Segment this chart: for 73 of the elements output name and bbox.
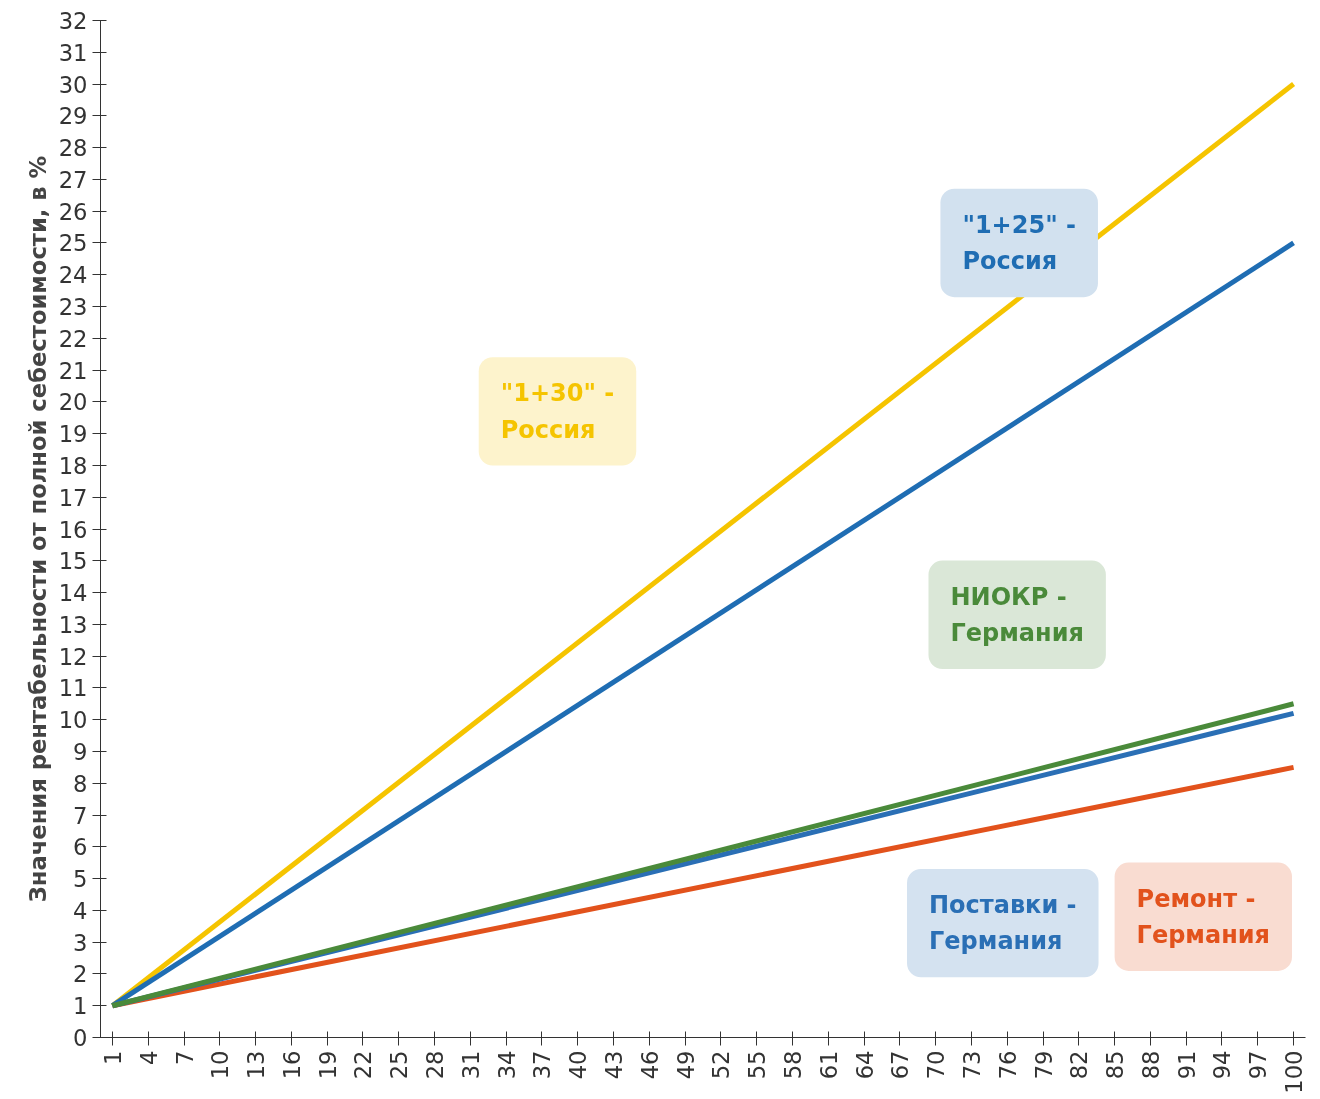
x-tick-label: 52 bbox=[708, 1050, 735, 1080]
y-tick-label: 8 bbox=[73, 770, 88, 797]
y-tick-label: 4 bbox=[73, 897, 88, 924]
x-tick-label: 55 bbox=[744, 1050, 771, 1080]
y-tick-label: 5 bbox=[73, 866, 88, 893]
x-tick-label: 76 bbox=[994, 1050, 1021, 1080]
x-tick-label: 4 bbox=[135, 1050, 162, 1065]
x-tick-label: 7 bbox=[171, 1050, 198, 1065]
x-tick-label: 34 bbox=[493, 1050, 520, 1080]
x-tick-label: 31 bbox=[457, 1050, 484, 1080]
x-tick-label: 64 bbox=[851, 1050, 878, 1080]
y-tick-label: 6 bbox=[73, 834, 88, 861]
y-tick-label: 24 bbox=[58, 262, 88, 289]
x-tick-label: 88 bbox=[1137, 1050, 1164, 1080]
y-tick-label: 0 bbox=[73, 1025, 88, 1051]
x-tick-label: 70 bbox=[923, 1050, 950, 1080]
x-tick-label: 49 bbox=[672, 1050, 699, 1080]
x-tick-label: 13 bbox=[243, 1050, 270, 1080]
x-tick-label: 22 bbox=[350, 1050, 377, 1080]
x-tick-label: 85 bbox=[1102, 1050, 1129, 1080]
y-tick-label: 19 bbox=[58, 421, 88, 448]
y-tick-label: 18 bbox=[58, 452, 88, 479]
text: НИОКР - Германия bbox=[950, 582, 1084, 648]
x-tick-label: 97 bbox=[1245, 1050, 1272, 1080]
y-tick-label: 21 bbox=[58, 357, 88, 384]
text: Ремонт - Германия bbox=[1136, 884, 1270, 949]
y-tick-label: 26 bbox=[58, 198, 88, 225]
x-tick-label: 37 bbox=[529, 1050, 556, 1080]
x-tick-label: 58 bbox=[779, 1050, 806, 1080]
x-tick-label: 100 bbox=[1281, 1050, 1308, 1094]
y-tick-label: 20 bbox=[58, 389, 88, 416]
x-tick-label: 1 bbox=[99, 1050, 126, 1065]
y-tick-label: 32 bbox=[58, 8, 88, 34]
x-tick-label: 73 bbox=[958, 1050, 985, 1080]
y-tick-label: 25 bbox=[58, 230, 88, 257]
y-tick-label: 13 bbox=[58, 611, 88, 638]
x-tick-label: 10 bbox=[207, 1050, 234, 1080]
x-tick-label: 67 bbox=[887, 1050, 914, 1080]
y-tick-label: 22 bbox=[58, 325, 88, 352]
y-axis-title: Значения рентабельности от полной себестоимости, в % bbox=[24, 155, 51, 903]
x-tick-label: 28 bbox=[422, 1050, 449, 1080]
y-tick-label: 30 bbox=[58, 71, 88, 98]
x-tick-label: 82 bbox=[1066, 1050, 1093, 1080]
x-tick-label: 25 bbox=[386, 1050, 413, 1080]
x-tick-label: 19 bbox=[314, 1050, 341, 1080]
x-tick-label: 91 bbox=[1173, 1050, 1200, 1080]
y-tick-label: 29 bbox=[58, 103, 88, 130]
y-tick-label: 23 bbox=[58, 294, 88, 321]
text: Поставки - Германия bbox=[929, 890, 1077, 956]
x-tick-label: 46 bbox=[636, 1050, 663, 1080]
y-tick-label: 11 bbox=[58, 675, 88, 702]
y-tick-label: 10 bbox=[58, 707, 88, 734]
x-tick-label: 40 bbox=[565, 1050, 592, 1080]
text: "1+30" - Россия bbox=[500, 379, 615, 444]
x-tick-label: 94 bbox=[1209, 1050, 1236, 1080]
y-tick-label: 9 bbox=[73, 738, 88, 765]
text: "1+25" - Россия bbox=[962, 210, 1076, 276]
y-tick-label: 17 bbox=[58, 484, 88, 511]
y-tick-label: 3 bbox=[73, 929, 88, 956]
x-tick-label: 43 bbox=[601, 1050, 628, 1080]
y-tick-label: 16 bbox=[58, 516, 88, 543]
y-tick-label: 2 bbox=[73, 961, 88, 988]
y-tick-label: 1 bbox=[73, 993, 88, 1020]
x-tick-label: 79 bbox=[1030, 1050, 1057, 1080]
y-tick-label: 31 bbox=[58, 39, 88, 66]
y-tick-label: 7 bbox=[73, 802, 88, 829]
y-tick-label: 27 bbox=[58, 166, 88, 193]
y-tick-label: 15 bbox=[58, 548, 88, 575]
y-tick-label: 14 bbox=[58, 580, 88, 607]
x-tick-label: 61 bbox=[815, 1050, 842, 1080]
y-tick-label: 28 bbox=[58, 135, 88, 162]
x-tick-label: 16 bbox=[278, 1050, 305, 1080]
y-tick-label: 12 bbox=[58, 643, 88, 670]
